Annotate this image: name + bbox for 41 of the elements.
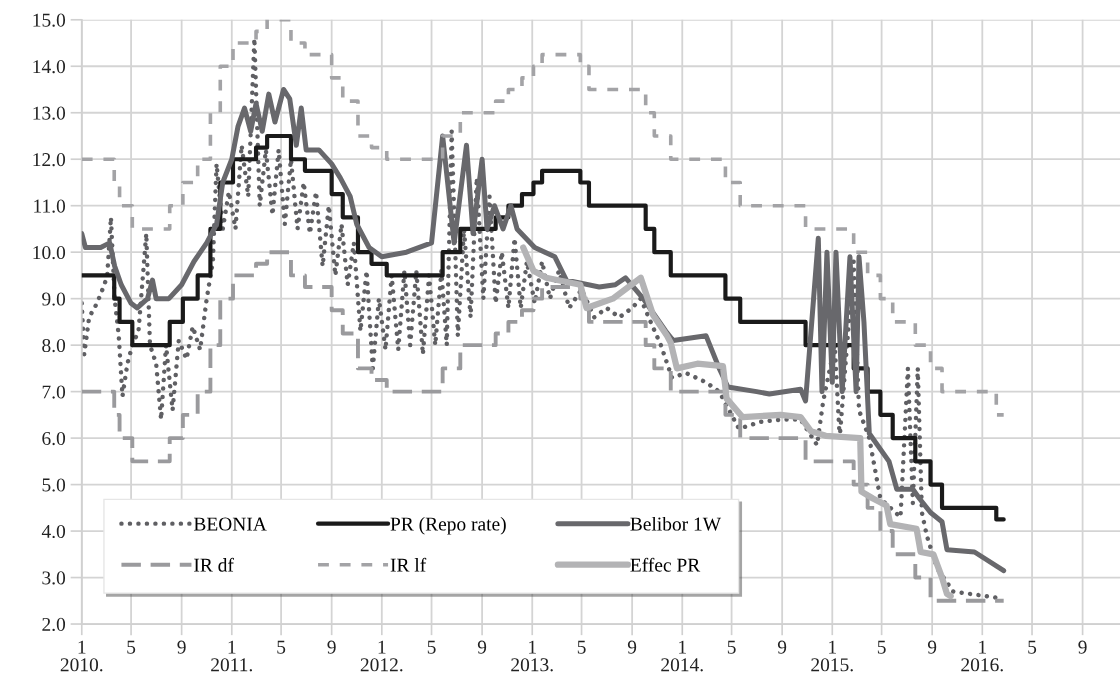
legend-label: IR lf — [390, 557, 427, 572]
y-tick-label: 7.0 — [42, 385, 66, 399]
x-tick-label: 5 — [277, 640, 286, 654]
x-tick-label: 5 — [127, 640, 136, 654]
x-tick-label: 1 2015. — [811, 640, 853, 672]
x-tick-label: 1 2016. — [961, 640, 1003, 672]
y-tick-label: 3.0 — [42, 571, 66, 585]
x-tick-label: 5 — [427, 640, 436, 654]
y-tick-label: 12.0 — [33, 153, 66, 167]
legend-label: BEONIA — [193, 517, 267, 531]
y-tick-label: 13.0 — [33, 106, 66, 120]
y-tick-label: 11.0 — [34, 199, 66, 213]
x-tick-label: 5 — [577, 640, 586, 654]
y-tick-label: 10.0 — [33, 246, 66, 260]
x-tick-label: 1 2011. — [211, 640, 253, 672]
y-tick-label: 15.0 — [33, 13, 66, 27]
x-tick-label: 9 — [1078, 640, 1087, 654]
x-tick-label: 9 — [627, 640, 637, 654]
y-tick-label: 4.0 — [41, 524, 66, 539]
x-tick-label: 9 — [477, 640, 487, 654]
x-tick-label: 9 — [327, 640, 336, 654]
x-tick-label: 1 2014. — [661, 640, 703, 672]
y-tick-label: 8.0 — [42, 338, 66, 353]
x-tick-label: 1 2012. — [360, 640, 403, 672]
y-tick-label: 5.0 — [42, 478, 66, 492]
x-tick-label: 9 — [927, 640, 937, 654]
x-tick-label: 9 — [777, 640, 787, 654]
y-tick-label: 14.0 — [33, 60, 66, 74]
y-tick-label: 9.0 — [42, 292, 66, 306]
x-tick-label: 5 — [877, 640, 886, 654]
legend-label: Effec PR — [630, 557, 701, 572]
x-tick-label: 5 — [1028, 640, 1037, 654]
x-tick-label: 5 — [727, 640, 736, 654]
x-tick-label: 1 2010. — [60, 640, 103, 672]
legend-label: IR df — [194, 557, 234, 572]
x-tick-label: 1 2013. — [511, 640, 553, 672]
y-tick-label: 2.0 — [42, 617, 66, 632]
legend-label: PR (Repo rate) — [390, 516, 506, 535]
y-tick-label: 6.0 — [42, 431, 66, 446]
legend-label: Belibor 1W — [630, 516, 722, 531]
x-tick-label: 9 — [177, 640, 186, 654]
